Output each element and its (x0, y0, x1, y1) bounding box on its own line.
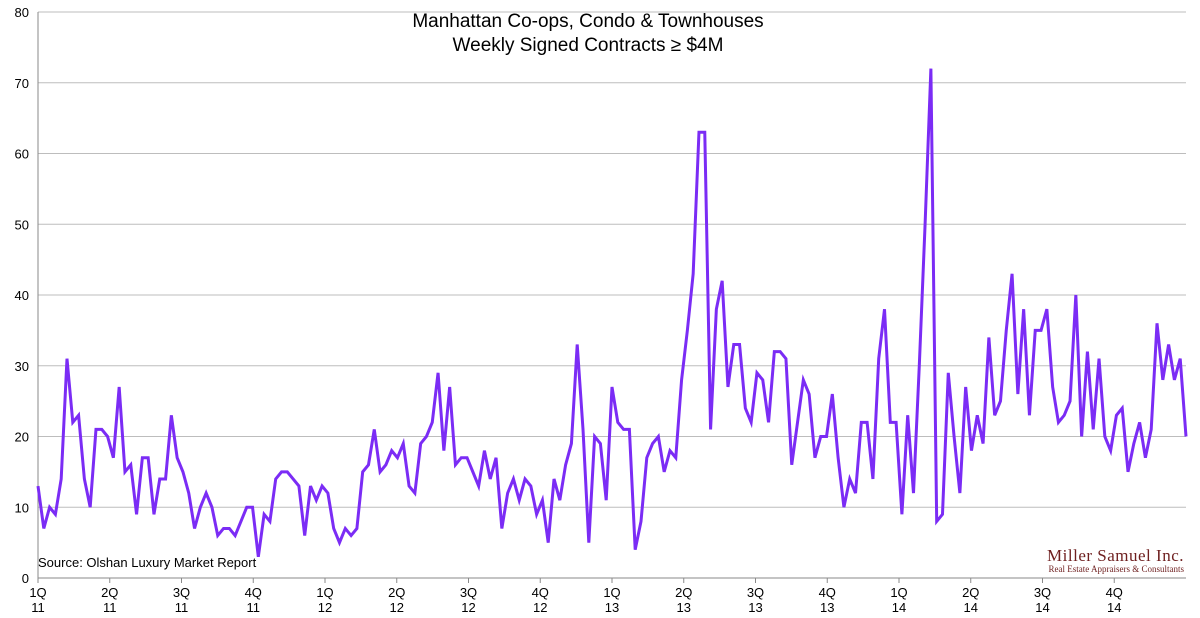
y-axis-ticks: 0 10 20 30 40 50 60 70 80 (15, 5, 29, 586)
y-tick-label: 40 (15, 288, 29, 303)
x-tick-label-quarter: 3Q (747, 585, 764, 600)
x-axis-ticks: 1Q112Q113Q114Q111Q122Q123Q124Q121Q132Q13… (29, 578, 1123, 615)
x-tick-label-quarter: 2Q (675, 585, 692, 600)
source-note: Source: Olshan Luxury Market Report (38, 555, 257, 570)
x-tick-label-quarter: 1Q (316, 585, 333, 600)
y-tick-label: 20 (15, 430, 29, 445)
x-tick-label-quarter: 2Q (388, 585, 405, 600)
x-tick-label-year: 12 (390, 600, 404, 615)
x-tick-label-quarter: 4Q (1106, 585, 1123, 600)
x-tick-label-quarter: 1Q (29, 585, 46, 600)
x-tick-label-year: 12 (461, 600, 475, 615)
x-tick-label-quarter: 1Q (603, 585, 620, 600)
x-tick-label-quarter: 1Q (890, 585, 907, 600)
x-tick-label-year: 13 (677, 600, 691, 615)
x-tick-label-year: 14 (964, 600, 978, 615)
x-tick-label-year: 13 (820, 600, 834, 615)
y-tick-label: 0 (22, 571, 29, 586)
y-tick-label: 10 (15, 500, 29, 515)
x-tick-label-quarter: 3Q (173, 585, 190, 600)
x-tick-label-year: 12 (318, 600, 332, 615)
x-tick-label-year: 11 (247, 600, 261, 615)
chart-title: Manhattan Co-ops, Condo & Townhouses (412, 11, 763, 32)
brand-logo: Miller Samuel Inc. (1047, 546, 1184, 565)
y-tick-label: 70 (15, 76, 29, 91)
x-tick-label-quarter: 4Q (819, 585, 836, 600)
y-tick-label: 80 (15, 5, 29, 20)
x-tick-label-quarter: 4Q (245, 585, 262, 600)
y-tick-label: 30 (15, 359, 29, 374)
brand-tagline: Real Estate Appraisers & Consultants (1049, 564, 1185, 574)
x-tick-label-year: 14 (892, 600, 906, 615)
y-tick-label: 60 (15, 147, 29, 162)
x-tick-label-quarter: 2Q (962, 585, 979, 600)
chart-subtitle: Weekly Signed Contracts ≥ $4M (453, 35, 724, 56)
x-tick-label-quarter: 3Q (460, 585, 477, 600)
x-tick-label-year: 14 (1107, 600, 1121, 615)
x-tick-label-year: 13 (605, 600, 619, 615)
x-tick-label-year: 11 (31, 600, 45, 615)
x-tick-label-year: 11 (175, 600, 189, 615)
x-tick-label-quarter: 2Q (101, 585, 118, 600)
gridlines (38, 11, 1186, 508)
x-tick-label-year: 12 (533, 600, 547, 615)
y-tick-label: 50 (15, 217, 29, 232)
x-tick-label-year: 14 (1035, 600, 1049, 615)
series-line (36, 68, 1188, 557)
x-tick-label-year: 11 (103, 600, 117, 615)
x-tick-label-quarter: 4Q (532, 585, 549, 600)
x-tick-label-quarter: 3Q (1034, 585, 1051, 600)
x-tick-label-year: 13 (748, 600, 762, 615)
